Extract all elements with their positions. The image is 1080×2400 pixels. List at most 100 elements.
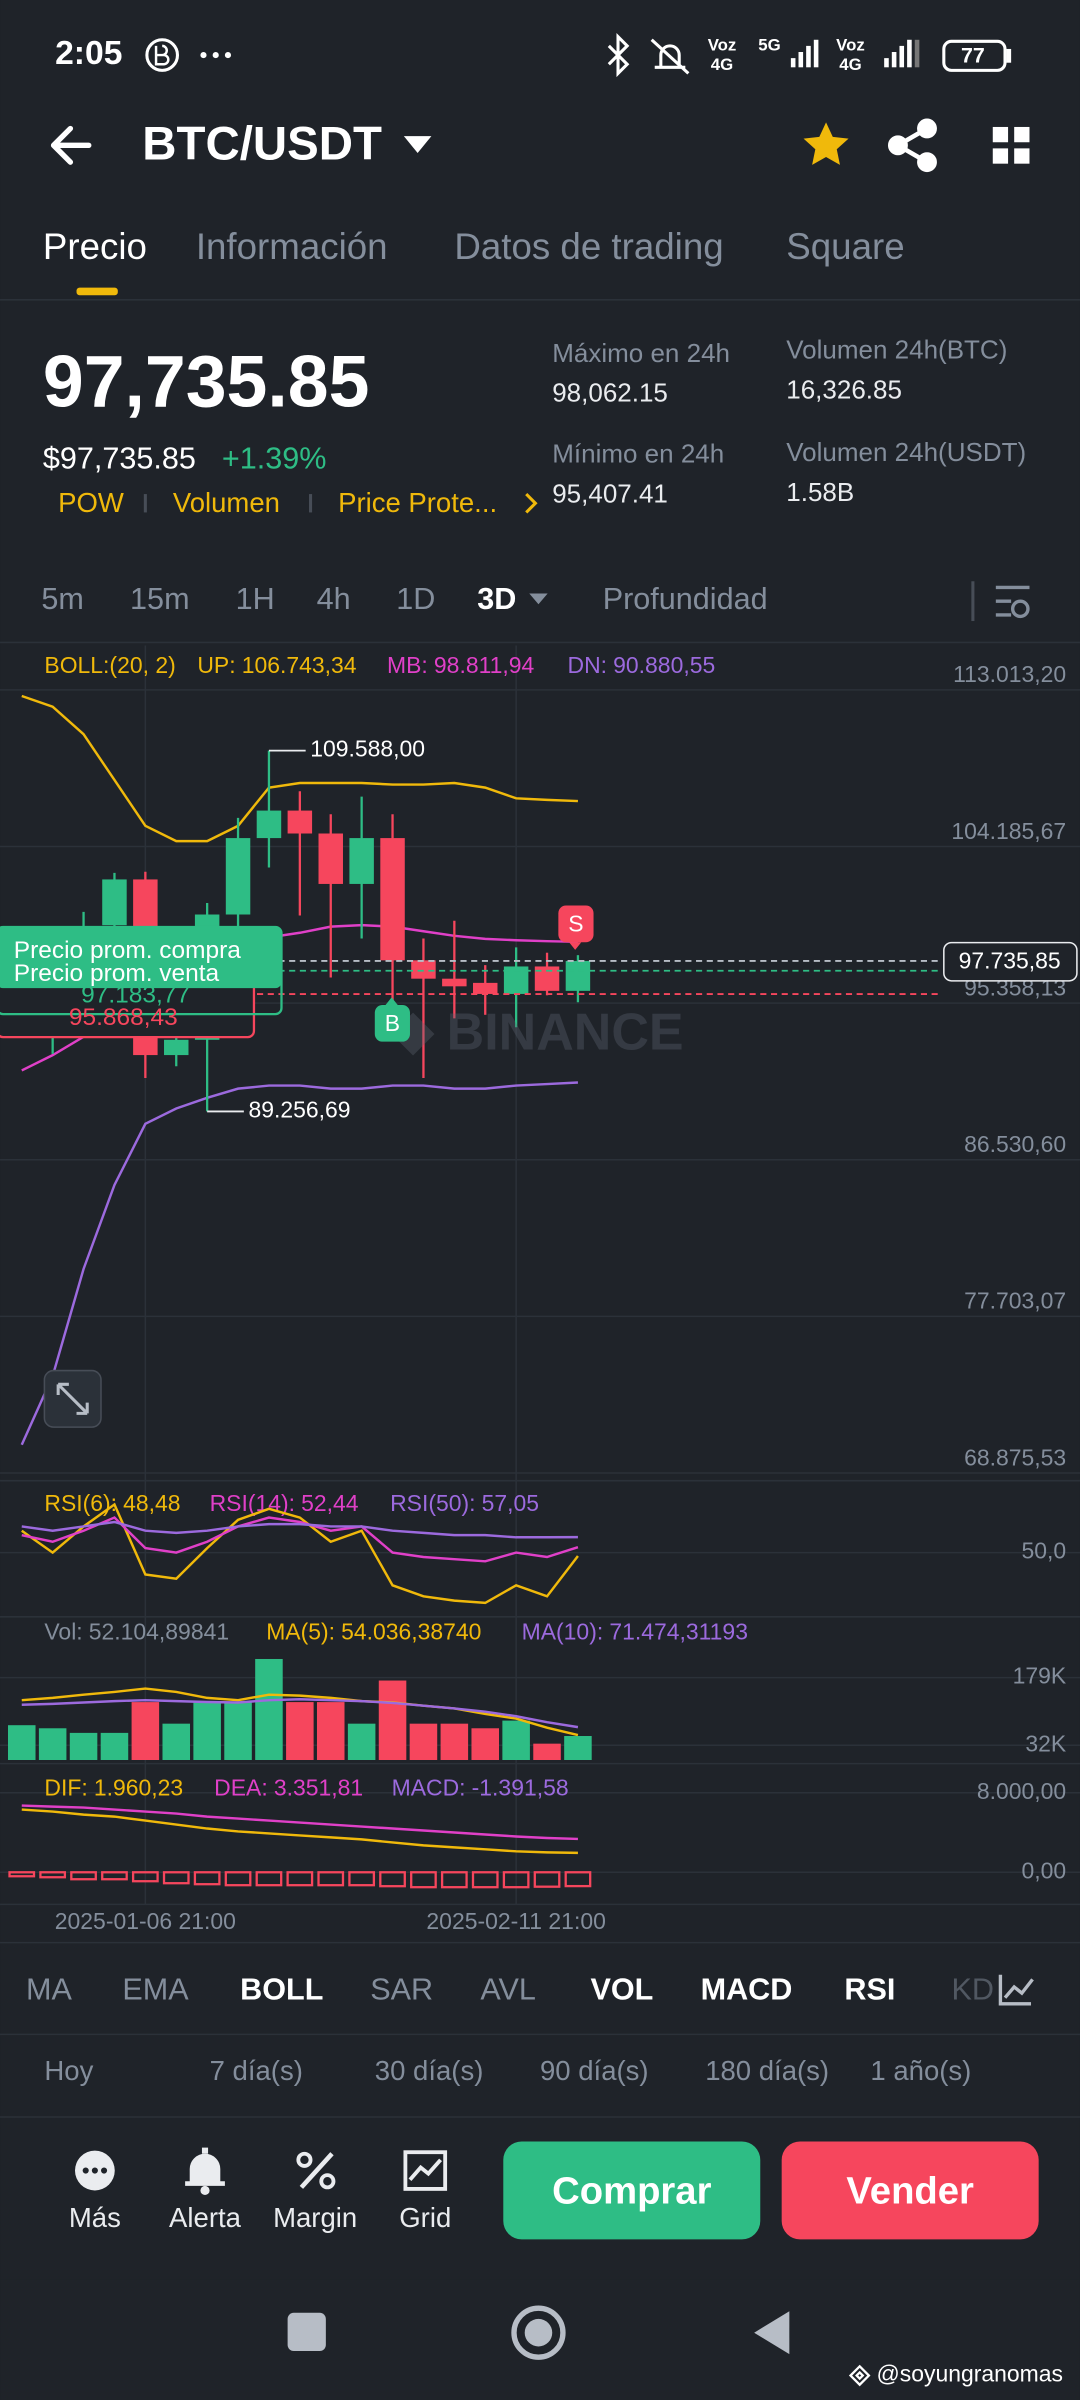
buy-button[interactable]: Comprar bbox=[552, 2170, 711, 2213]
price-tag[interactable]: Volumen bbox=[173, 487, 280, 518]
macd-bar bbox=[379, 1871, 406, 1888]
y-tick-label: 32K bbox=[1025, 1730, 1067, 1756]
candle-body bbox=[349, 838, 374, 884]
volume-bar bbox=[131, 1702, 160, 1760]
indicator-tab[interactable]: MA bbox=[26, 1973, 72, 2007]
nav-buttons[interactable] bbox=[287, 2305, 790, 2360]
stat-label: Volumen 24h(BTC) bbox=[786, 335, 1007, 365]
tab[interactable]: Datos de trading bbox=[454, 226, 723, 267]
volume-bar bbox=[162, 1723, 191, 1760]
legend-value: 57,05 bbox=[482, 1490, 539, 1516]
dropdown-caret[interactable] bbox=[529, 593, 548, 605]
sell-button[interactable]: Vender bbox=[846, 2170, 974, 2213]
legend-entry: Vol: 52.104,89841 bbox=[44, 1619, 229, 1645]
macd-bar bbox=[533, 1871, 561, 1888]
action-label[interactable]: Margin bbox=[273, 2202, 357, 2233]
avg-sell-name: Precio prom. venta bbox=[14, 960, 220, 987]
y-tick-label: 77.703,07 bbox=[964, 1288, 1066, 1314]
indicator-label: BOLL:(20, 2) bbox=[44, 652, 175, 678]
chart-settings-icon[interactable] bbox=[995, 585, 1030, 619]
macd-line bbox=[21, 1804, 578, 1841]
interval[interactable]: 1D bbox=[396, 582, 435, 616]
indicator-tab[interactable]: MACD bbox=[701, 1973, 793, 2007]
tab[interactable]: Información bbox=[196, 226, 388, 267]
interval[interactable]: 15m bbox=[130, 582, 189, 616]
tag-separators bbox=[143, 494, 313, 513]
stat-value: 1.58B bbox=[786, 477, 854, 507]
macd-bar bbox=[101, 1871, 128, 1881]
macd-bar bbox=[255, 1871, 283, 1887]
network-label: 4G bbox=[711, 55, 733, 74]
indicator-tab[interactable]: EMA bbox=[122, 1973, 189, 2007]
perf-value: 9.70% bbox=[44, 2102, 122, 2133]
chevron[interactable] bbox=[525, 492, 538, 514]
indicator-tab[interactable]: AVL bbox=[480, 1973, 536, 2007]
legend-value: 1.960,23 bbox=[94, 1775, 183, 1801]
volume-bar bbox=[409, 1723, 438, 1760]
network-label: 4G bbox=[839, 55, 861, 74]
header-icons[interactable] bbox=[50, 118, 1030, 173]
legend-value: 90.880,55 bbox=[613, 652, 715, 678]
sell-marker bbox=[558, 905, 594, 943]
volume-bar bbox=[502, 1720, 530, 1760]
indicator-tab[interactable]: KD bbox=[951, 1973, 993, 2007]
volume-bar bbox=[564, 1736, 592, 1760]
avg-buy-head bbox=[0, 926, 282, 989]
legend-value: 106.743,34 bbox=[242, 652, 357, 678]
candle-body bbox=[164, 1039, 189, 1056]
macd-bar bbox=[8, 1871, 36, 1878]
legend-name: Vol: bbox=[44, 1619, 82, 1645]
perf-label: 180 día(s) bbox=[705, 2055, 829, 2086]
interval[interactable]: Profundidad bbox=[603, 582, 768, 616]
action-label[interactable]: Grid bbox=[399, 2202, 451, 2233]
sell-button-bg[interactable] bbox=[781, 2141, 1039, 2240]
avg-buy-value: 97.183,77 bbox=[81, 981, 190, 1008]
volume-bar bbox=[471, 1728, 500, 1760]
interval[interactable]: 1H bbox=[236, 582, 275, 616]
rsi-line bbox=[21, 1520, 578, 1539]
buy-button-bg[interactable] bbox=[503, 2141, 761, 2240]
indicator-tab[interactable]: BOLL bbox=[240, 1973, 323, 2007]
watermark-text: @soyungranomas bbox=[877, 2361, 1064, 2387]
candle-body bbox=[102, 879, 127, 926]
indicator-tab[interactable]: SAR bbox=[370, 1973, 433, 2007]
legend-entry: DN: 90.880,55 bbox=[568, 652, 716, 678]
indicator-tab[interactable]: VOL bbox=[590, 1973, 653, 2007]
pair-title[interactable]: BTC/USDT bbox=[142, 117, 382, 170]
perf-value: 52.11% bbox=[705, 2102, 796, 2133]
action-label[interactable]: Alerta bbox=[169, 2202, 242, 2233]
legend-value: 3.351,81 bbox=[274, 1775, 363, 1801]
legend-entry: MA(5): 54.036,38740 bbox=[266, 1619, 481, 1645]
expand-icon[interactable] bbox=[43, 1369, 102, 1428]
price-tag[interactable]: Price Prote... bbox=[338, 487, 497, 518]
candle-body bbox=[565, 960, 591, 991]
legend-value: 98.811,94 bbox=[434, 652, 535, 678]
tab[interactable]: Precio bbox=[43, 226, 147, 267]
avg-sell-value: 95.868,43 bbox=[69, 1004, 178, 1031]
macd-bar bbox=[348, 1871, 376, 1887]
price-tag[interactable]: POW bbox=[58, 487, 124, 518]
legend-entry: RSI(50): 57,05 bbox=[390, 1490, 539, 1516]
indicator-settings-icon[interactable] bbox=[998, 1974, 1034, 2006]
interval[interactable]: 5m bbox=[41, 582, 83, 616]
indicator-tab[interactable]: RSI bbox=[844, 1973, 895, 2007]
x-tick-label: 2025-01-06 21:00 bbox=[55, 1908, 236, 1934]
candle-body bbox=[256, 810, 282, 839]
legend-entry: MB: 98.811,94 bbox=[387, 652, 534, 678]
volume-ma-line bbox=[21, 1698, 579, 1729]
extreme-label: 109.588,00 bbox=[310, 736, 425, 762]
interval[interactable]: 3D bbox=[477, 582, 516, 616]
volume-bar bbox=[347, 1723, 376, 1760]
x-tick-label: 2025-02-11 21:00 bbox=[426, 1908, 605, 1934]
tab[interactable]: Square bbox=[786, 226, 904, 267]
y-tick-label: 50,0 bbox=[1022, 1538, 1067, 1564]
interval[interactable]: 4h bbox=[317, 582, 351, 616]
stat-label: Volumen 24h(USDT) bbox=[786, 437, 1026, 467]
action-label[interactable]: Más bbox=[69, 2202, 121, 2233]
stat-label: Máximo en 24h bbox=[552, 338, 730, 368]
y-tick-label: 68.875,53 bbox=[964, 1444, 1066, 1470]
action-icons[interactable] bbox=[74, 2147, 448, 2196]
